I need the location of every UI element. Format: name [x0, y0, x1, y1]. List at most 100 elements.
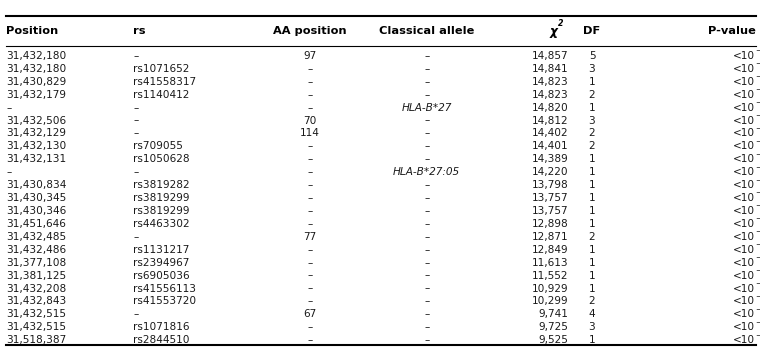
Text: 31,432,130: 31,432,130	[6, 141, 66, 152]
Text: −2.237: −2.237	[755, 294, 760, 300]
Text: 13,757: 13,757	[532, 193, 568, 203]
Text: −3.128: −3.128	[755, 139, 760, 145]
Text: <10: <10	[733, 103, 755, 113]
Text: –: –	[424, 90, 429, 100]
Text: 1: 1	[589, 180, 595, 190]
Text: −3.221: −3.221	[755, 61, 760, 67]
Text: <10: <10	[733, 270, 755, 281]
Text: −3.221: −3.221	[755, 48, 760, 54]
Text: –: –	[307, 322, 312, 332]
Text: 2: 2	[589, 90, 595, 100]
Text: 12,849: 12,849	[532, 245, 568, 255]
Text: 10,929: 10,929	[532, 284, 568, 293]
Text: 1: 1	[589, 154, 595, 164]
Text: –: –	[424, 206, 429, 216]
Text: −3.219: −3.219	[755, 87, 760, 93]
Text: –: –	[307, 180, 312, 190]
Text: 70: 70	[303, 115, 316, 126]
Text: 1: 1	[589, 77, 595, 87]
Text: 1: 1	[589, 258, 595, 268]
Text: <10: <10	[733, 77, 755, 87]
Text: –: –	[307, 206, 312, 216]
Text: –: –	[307, 90, 312, 100]
Text: –: –	[307, 245, 312, 255]
Text: –: –	[307, 167, 312, 177]
Text: <10: <10	[733, 154, 755, 164]
Text: −2.990: −2.990	[755, 190, 760, 196]
Text: 2: 2	[589, 129, 595, 138]
Text: –: –	[424, 64, 429, 74]
Text: −3.128: −3.128	[755, 126, 760, 132]
Text: rs3819282: rs3819282	[133, 180, 190, 190]
Text: –: –	[307, 335, 312, 345]
Text: rs3819299: rs3819299	[133, 206, 189, 216]
Text: –: –	[424, 232, 429, 242]
Text: −2.112: −2.112	[755, 307, 760, 313]
Text: −2.110: −2.110	[755, 320, 760, 326]
Text: –: –	[307, 296, 312, 307]
Text: 3: 3	[589, 64, 595, 74]
Text: 9,741: 9,741	[539, 309, 568, 319]
Text: 31,430,345: 31,430,345	[6, 193, 66, 203]
Text: −3.127: −3.127	[755, 152, 760, 158]
Text: <10: <10	[733, 206, 755, 216]
Text: –: –	[133, 115, 138, 126]
Text: 13,757: 13,757	[532, 206, 568, 216]
Text: 114: 114	[299, 129, 320, 138]
Text: –: –	[307, 64, 312, 74]
Text: <10: <10	[733, 335, 755, 345]
Text: 14,841: 14,841	[532, 64, 568, 74]
Text: 2: 2	[589, 296, 595, 307]
Text: –: –	[307, 141, 312, 152]
Text: 1: 1	[589, 335, 595, 345]
Text: –: –	[424, 245, 429, 255]
Text: 1: 1	[589, 193, 595, 203]
Text: –: –	[307, 219, 312, 229]
Text: rs1050628: rs1050628	[133, 154, 190, 164]
Text: −2.376: −2.376	[755, 281, 760, 287]
Text: –: –	[424, 322, 429, 332]
Text: –: –	[307, 284, 312, 293]
Text: –: –	[307, 258, 312, 268]
Text: Position: Position	[6, 26, 59, 36]
Text: −2.511: −2.511	[755, 268, 760, 274]
Text: –: –	[424, 77, 429, 87]
Text: HLA-B*27: HLA-B*27	[401, 103, 452, 113]
Text: AA position: AA position	[273, 26, 347, 36]
Text: 1: 1	[589, 284, 595, 293]
Text: rs1071816: rs1071816	[133, 322, 189, 332]
Text: 14,857: 14,857	[532, 51, 568, 61]
Text: –: –	[133, 103, 138, 113]
Text: <10: <10	[733, 245, 755, 255]
Text: rs2844510: rs2844510	[133, 335, 189, 345]
Text: 12,898: 12,898	[532, 219, 568, 229]
Text: –: –	[424, 309, 429, 319]
Text: rs41558317: rs41558317	[133, 77, 196, 87]
Text: 31,430,829: 31,430,829	[6, 77, 66, 87]
Text: 31,381,125: 31,381,125	[6, 270, 66, 281]
Text: –: –	[307, 77, 312, 87]
Text: −2.795: −2.795	[755, 229, 760, 235]
Text: 14,220: 14,220	[532, 167, 568, 177]
Text: 11,552: 11,552	[532, 270, 568, 281]
Text: <10: <10	[733, 115, 755, 126]
Text: 31,432,485: 31,432,485	[6, 232, 66, 242]
Text: 2: 2	[589, 232, 595, 242]
Text: 31,430,834: 31,430,834	[6, 180, 66, 190]
Text: 31,432,179: 31,432,179	[6, 90, 66, 100]
Text: <10: <10	[733, 232, 755, 242]
Text: rs: rs	[133, 26, 145, 36]
Text: 1: 1	[589, 206, 595, 216]
Text: 12,871: 12,871	[532, 232, 568, 242]
Text: rs1140412: rs1140412	[133, 90, 189, 100]
Text: 1: 1	[589, 270, 595, 281]
Text: P-value: P-value	[708, 26, 756, 36]
Text: –: –	[133, 51, 138, 61]
Text: <10: <10	[733, 64, 755, 74]
Text: –: –	[424, 284, 429, 293]
Text: rs1071652: rs1071652	[133, 64, 189, 74]
Text: –: –	[6, 167, 11, 177]
Text: 14,823: 14,823	[532, 77, 568, 87]
Text: 1: 1	[589, 245, 595, 255]
Text: <10: <10	[733, 296, 755, 307]
